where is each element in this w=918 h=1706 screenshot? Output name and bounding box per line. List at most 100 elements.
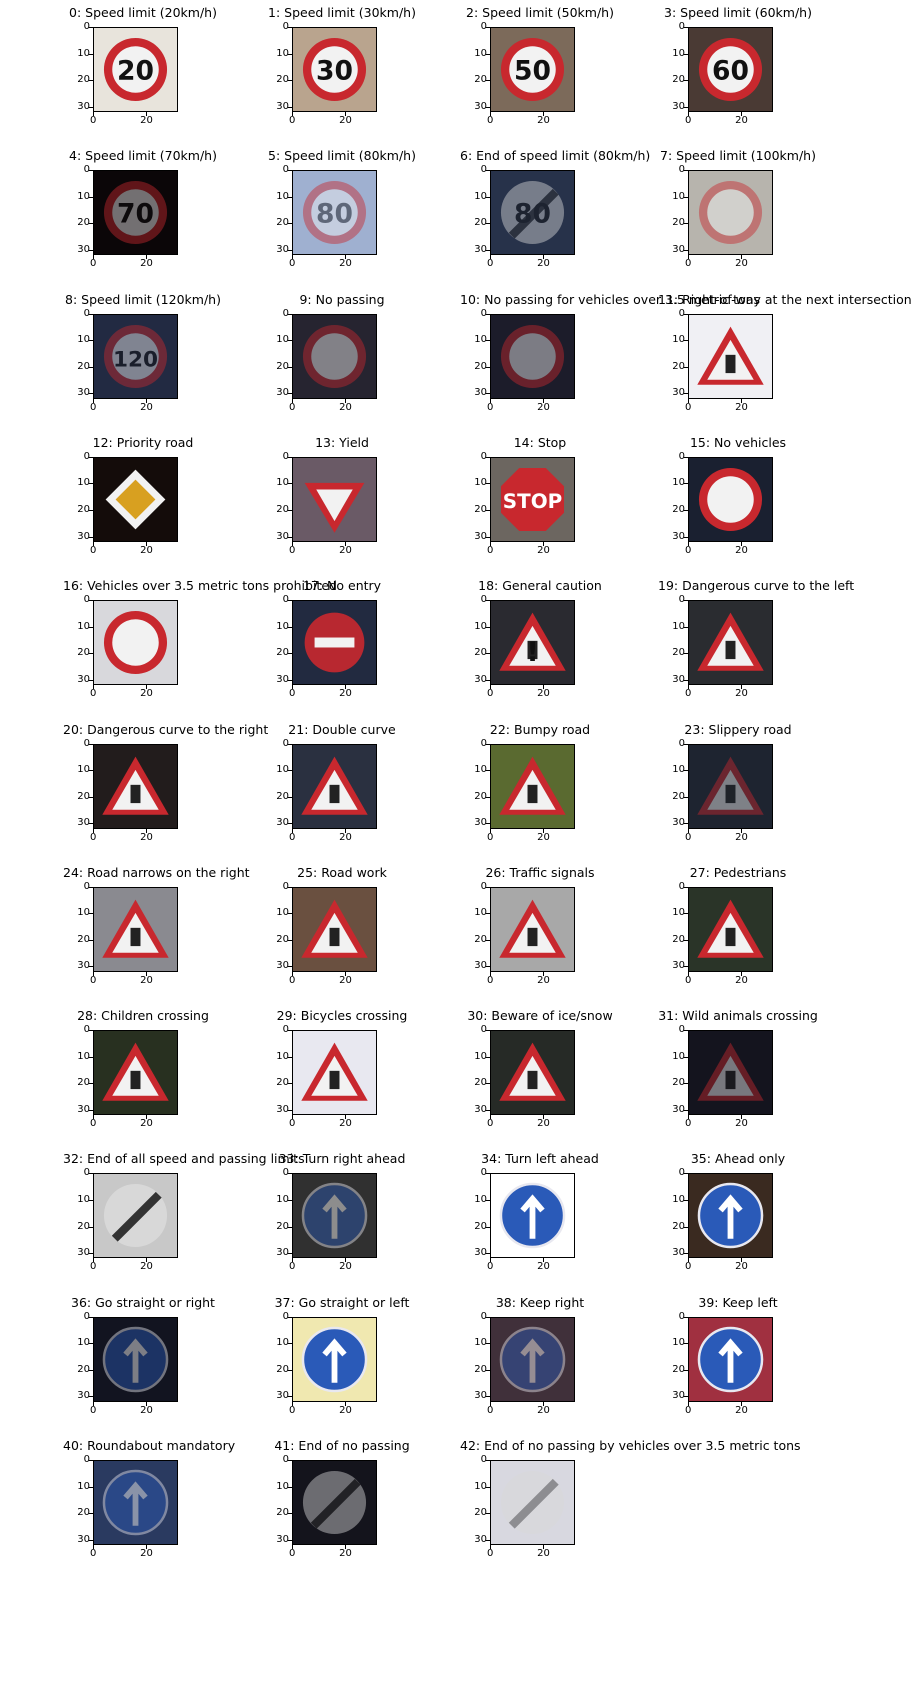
panel-title: 8: Speed limit (120km/h) xyxy=(65,291,221,307)
image-axes xyxy=(688,743,773,829)
image-panel: 28: Children crossing 0 10 20 30 0 20 xyxy=(63,1008,223,1148)
y-tick-label: 20 xyxy=(276,1507,289,1519)
sign-shape xyxy=(103,611,168,675)
image-axes xyxy=(688,1030,773,1116)
x-tick-mark xyxy=(688,1115,689,1120)
x-tick-mark xyxy=(146,1115,148,1120)
y-tick-mark xyxy=(288,1226,292,1228)
sign-label: STOP xyxy=(503,490,562,513)
x-tick-mark xyxy=(688,541,689,546)
y-tick-label: 20 xyxy=(77,1220,90,1232)
sign-shape xyxy=(697,326,764,385)
sign-image xyxy=(689,887,772,971)
y-tick-mark xyxy=(486,80,490,82)
x-tick-label: 20 xyxy=(140,401,153,413)
image-panel: 10: No passing for vehicles over 3.5 met… xyxy=(460,292,760,432)
x-tick-label: 0 xyxy=(487,115,494,126)
x-tick-mark xyxy=(292,1401,293,1406)
y-tick-label: 30 xyxy=(276,1103,289,1115)
x-tick-mark xyxy=(292,398,293,403)
y-tick-mark xyxy=(684,483,688,485)
y-tick-label: 30 xyxy=(77,243,90,255)
x-tick-label: 20 xyxy=(140,1404,153,1416)
image-panel: 6: End of speed limit (80km/h) 80 0 10 20 30 0… xyxy=(460,148,650,288)
x-tick-label: 0 xyxy=(487,831,494,843)
panel-title: 32: End of all speed and passing limits xyxy=(63,1151,305,1167)
sign-image xyxy=(491,744,574,828)
x-tick-label: 20 xyxy=(537,1404,550,1416)
y-tick-label: 0 xyxy=(282,1167,289,1179)
y-tick-mark xyxy=(486,886,490,888)
x-tick-label: 0 xyxy=(685,258,692,270)
x-tick-mark xyxy=(345,685,347,690)
sign-shape xyxy=(302,324,367,388)
x-tick-label: 0 xyxy=(487,401,494,413)
y-tick-mark xyxy=(486,483,490,485)
x-tick-mark xyxy=(146,971,148,976)
panel-title: 2: Speed limit (50km/h) xyxy=(466,5,614,20)
x-tick-mark xyxy=(490,685,491,690)
image-panel: 0: Speed limit (20km/h) 20 0 10 20 30 0 20 xyxy=(63,5,223,145)
y-tick-mark xyxy=(486,249,490,251)
y-tick-label: 20 xyxy=(474,1507,487,1519)
x-tick-mark xyxy=(93,685,94,690)
image-panel: 25: Road work 0 10 20 30 0 20 xyxy=(262,865,422,1005)
x-tick-label: 0 xyxy=(289,401,296,413)
y-tick-mark xyxy=(89,1226,93,1228)
image-axes: 60 xyxy=(688,27,773,112)
y-tick-label: 10 xyxy=(474,764,487,776)
x-tick-mark xyxy=(146,541,148,546)
panel-title: 14: Stop xyxy=(513,434,567,450)
sign-image xyxy=(293,1461,376,1544)
sign-shape xyxy=(304,482,365,533)
y-tick-label: 20 xyxy=(77,790,90,802)
y-tick-label: 20 xyxy=(77,504,90,516)
panel-title: 37: Go straight or left xyxy=(274,1294,410,1310)
sign-shape xyxy=(301,1183,368,1249)
x-tick-label: 0 xyxy=(487,1261,494,1273)
x-tick-mark xyxy=(345,1545,347,1549)
x-tick-label: 20 xyxy=(537,831,550,843)
y-tick-mark xyxy=(684,770,688,772)
x-tick-label: 20 xyxy=(140,688,153,700)
x-tick-label: 20 xyxy=(140,544,153,556)
sign-background xyxy=(293,314,376,398)
image-panel: 13: Yield 0 10 20 30 0 20 xyxy=(262,435,422,575)
y-tick-mark xyxy=(89,1486,93,1488)
y-tick-label: 30 xyxy=(77,1103,90,1115)
y-tick-mark xyxy=(288,249,292,251)
y-tick-label: 10 xyxy=(672,1050,685,1062)
y-tick-mark xyxy=(486,1486,490,1488)
y-tick-mark xyxy=(288,170,292,172)
image-axes xyxy=(688,456,773,542)
x-tick-label: 0 xyxy=(90,831,97,843)
panel-title: 13: Yield xyxy=(315,434,369,450)
y-tick-label: 0 xyxy=(282,1024,289,1036)
y-tick-label: 20 xyxy=(474,1363,487,1375)
y-tick-mark xyxy=(89,536,93,538)
x-tick-label: 20 xyxy=(735,258,748,270)
x-tick-label: 0 xyxy=(90,1404,97,1416)
y-tick-label: 0 xyxy=(678,594,685,606)
y-tick-label: 20 xyxy=(77,647,90,659)
sign-image xyxy=(491,1174,574,1258)
y-tick-label: 10 xyxy=(77,1337,90,1349)
y-tick-mark xyxy=(89,939,93,941)
y-tick-mark xyxy=(288,27,292,28)
x-tick-label: 20 xyxy=(339,115,352,126)
y-tick-mark xyxy=(486,1030,490,1032)
y-tick-label: 30 xyxy=(474,1103,487,1115)
x-tick-label: 20 xyxy=(339,688,352,700)
x-tick-mark xyxy=(490,541,491,546)
y-tick-label: 10 xyxy=(672,1337,685,1349)
y-tick-label: 30 xyxy=(276,387,289,399)
x-tick-mark xyxy=(292,971,293,976)
sign-image xyxy=(491,314,574,398)
y-tick-label: 30 xyxy=(474,673,487,685)
y-tick-mark xyxy=(89,1083,93,1085)
x-tick-label: 0 xyxy=(289,1548,296,1559)
x-tick-label: 20 xyxy=(140,1118,153,1130)
image-panel: 4: Speed limit (70km/h) 70 0 10 20 30 0 20 xyxy=(63,148,223,288)
y-tick-label: 0 xyxy=(480,21,487,32)
y-tick-label: 0 xyxy=(282,1310,289,1322)
